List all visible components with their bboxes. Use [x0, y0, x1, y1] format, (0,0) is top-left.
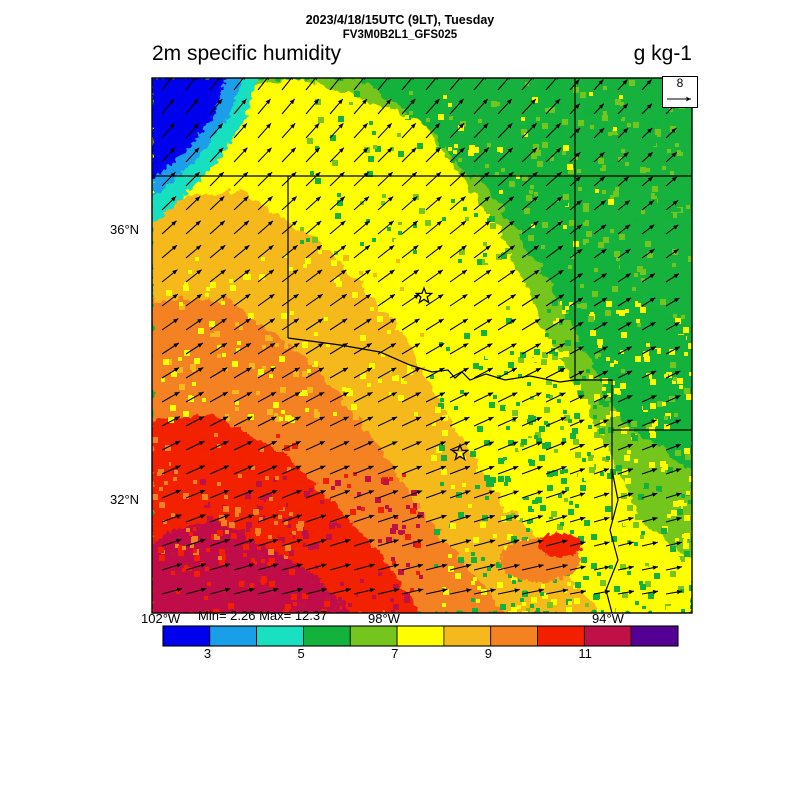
station-markers: [414, 286, 470, 461]
station-star-north: [414, 286, 434, 304]
colorbar-tick-11: 11: [578, 646, 592, 661]
units-label: g kg-1: [633, 42, 692, 65]
lat-label-36n: 36°N: [110, 222, 140, 237]
lon-label-94w: 94°W: [592, 611, 624, 626]
colorbar-segment: [349, 625, 398, 647]
colorbar-tick-7: 7: [391, 646, 399, 661]
lon-label-98w: 98°W: [368, 611, 400, 626]
state-borders: [152, 78, 692, 613]
lat-label-32n: 32°N: [110, 492, 140, 507]
wind-vector-legend-value: 8: [676, 76, 684, 90]
colorbar-segment: [396, 625, 445, 647]
wind-vector-legend: 8: [662, 76, 698, 108]
wind-vector-field: [161, 78, 683, 595]
colorbar-segment: [583, 625, 632, 647]
colorbar-tick-5: 5: [297, 646, 305, 661]
colorbar-segment: [256, 625, 304, 647]
colorbar-segment: [537, 625, 585, 647]
colorbar-tick-9: 9: [484, 646, 492, 661]
colorbar-segment: [162, 625, 211, 647]
lon-label-102w: 102°W: [141, 611, 181, 626]
colorbar-tick-3: 3: [203, 646, 212, 661]
wind-vector-arrow-icon: [667, 96, 691, 102]
min-max-stats: Min= 2.26 Max= 12.37: [198, 608, 328, 623]
colorbar-segment: [209, 625, 258, 647]
colorbar-segment: [490, 625, 538, 647]
page-title: 2m specific humidity: [152, 42, 342, 65]
colorbar-segment: [303, 625, 351, 647]
map-frame: [151, 77, 693, 614]
colorbar-segment: [630, 625, 679, 647]
colorbar-segment: [443, 625, 492, 647]
humidity-field: [152, 78, 692, 613]
valid-time-title: 2023/4/18/15UTC (9LT), Tuesday: [305, 13, 495, 27]
model-run-title: FV3M0B2L1_GFS025: [342, 29, 458, 41]
colorbar: [162, 625, 679, 647]
station-star-south: [450, 443, 470, 461]
